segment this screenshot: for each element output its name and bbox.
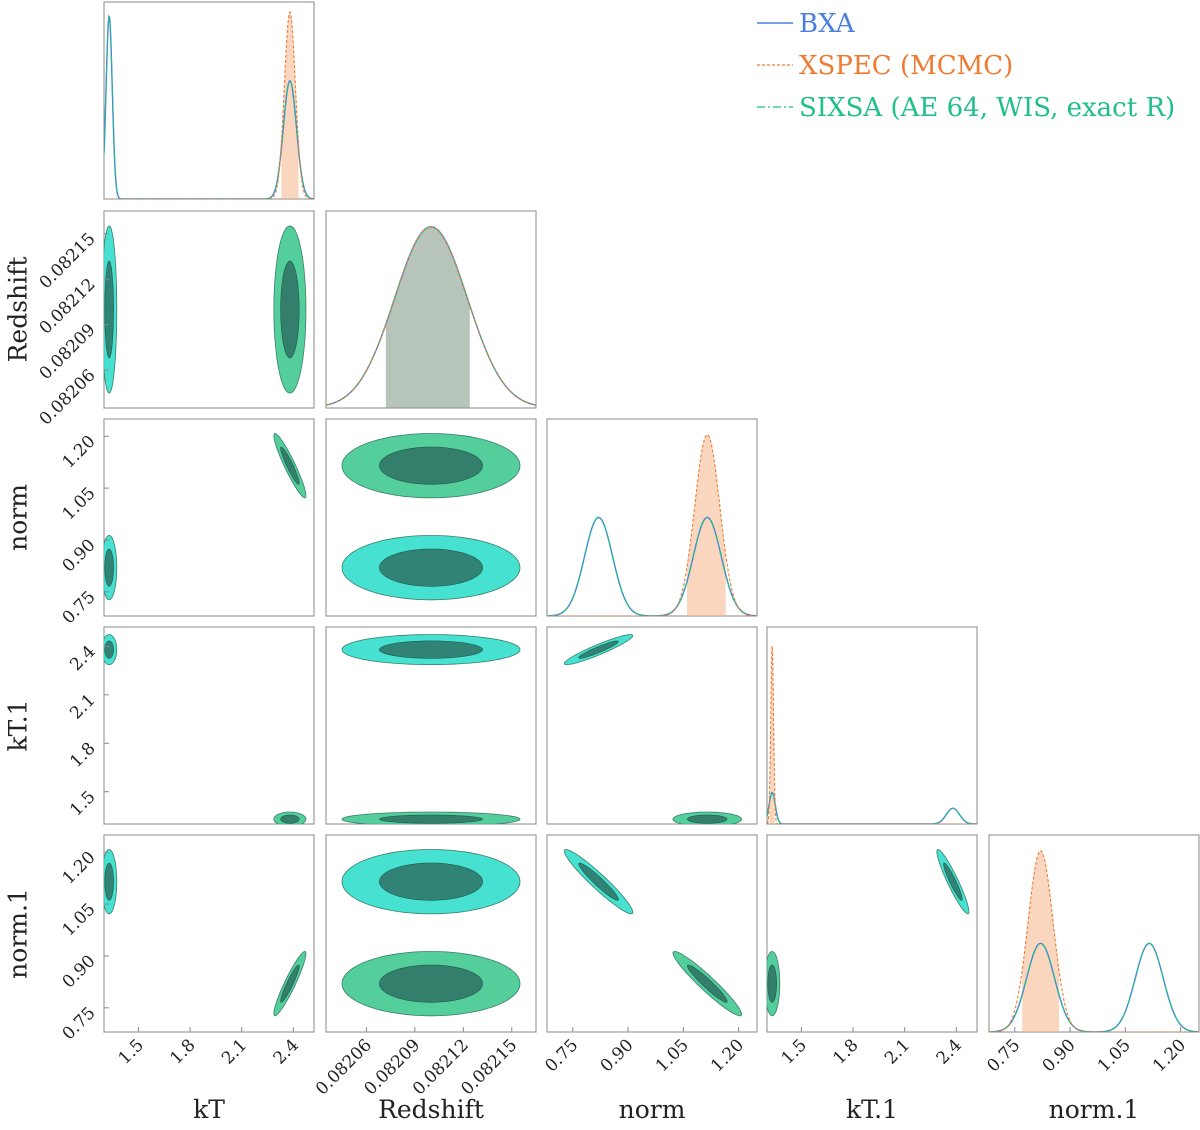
marginal-group-redshift <box>326 226 536 408</box>
x-tick-label-norm-2: 1.05 <box>652 1035 693 1076</box>
sixsa-curve-kt-1 <box>767 791 977 824</box>
x-tick-label-kt-1-0: 1.5 <box>778 1035 811 1068</box>
inner-contour-kt-1-norm-0 <box>578 640 619 659</box>
x-axis-label-norm: norm <box>619 1095 686 1124</box>
x-tick-label-norm-1-2: 1.05 <box>1094 1035 1135 1076</box>
xspec-curve-kt <box>104 11 314 199</box>
y-tick-label-norm-2: 1.05 <box>59 484 100 525</box>
y-tick-label-norm-1: 0.90 <box>59 535 100 576</box>
legend-label-sixsa: SIXSA (AE 64, WIS, exact R) <box>799 93 1175 123</box>
inner-contour-redshift-kt-1 <box>280 260 300 359</box>
contour-group-norm-1-vs-kt <box>104 849 307 1017</box>
inner-contour-kt-1-redshift-1 <box>379 814 483 824</box>
legend: BXA XSPEC (MCMC) SIXSA (AE 64, WIS, exac… <box>757 9 1175 123</box>
x-tick-label-norm-1-1: 0.90 <box>1039 1035 1080 1076</box>
x-axis-label-kt: kT <box>193 1095 225 1124</box>
inner-contour-kt-1-norm-1 <box>687 814 728 824</box>
contour-group-kt-1-vs-norm <box>563 634 743 824</box>
y-tick-label-norm-3: 1.20 <box>59 432 100 473</box>
inner-contour-norm-kt-1 <box>280 446 300 485</box>
inner-contour-redshift-kt-0 <box>104 260 114 359</box>
marginal-group-kt <box>104 11 314 199</box>
contour-group-kt-1-vs-kt <box>104 634 307 824</box>
x-axis-label-redshift: Redshift <box>378 1095 484 1124</box>
contour-panel-kt-1-vs-kt <box>103 626 315 825</box>
y-axis-label-norm: norm <box>4 484 33 551</box>
y-axis-label-kt-1: kT.1 <box>4 699 33 751</box>
contour-group-norm-1-vs-redshift <box>341 849 521 1017</box>
contour-group-kt-1-vs-redshift <box>341 634 521 824</box>
x-axis-label-kt-1: kT.1 <box>846 1095 898 1124</box>
inner-contour-norm-1-kt-1-1 <box>943 862 963 901</box>
xspec-curve-norm <box>547 434 757 616</box>
y-tick-label-norm-1-2: 1.05 <box>59 900 100 941</box>
inner-contour-kt-1-kt-1 <box>280 814 300 824</box>
marginal-group-norm-1 <box>989 850 1199 1032</box>
sixsa-curve-norm-1 <box>989 942 1199 1032</box>
inner-contour-norm-1-norm-0 <box>578 862 619 901</box>
marginal-group-kt-1 <box>767 642 977 824</box>
inner-contour-norm-1-redshift-0 <box>379 862 483 901</box>
inner-contour-norm-1-kt-0 <box>104 862 114 901</box>
marginal-group-norm <box>547 434 757 616</box>
inner-contour-norm-kt-0 <box>104 548 114 587</box>
inner-contour-norm-1-kt-1 <box>280 964 300 1003</box>
credible-interval-norm <box>687 434 726 616</box>
x-tick-label-norm-1: 0.90 <box>597 1035 638 1076</box>
x-tick-label-norm-1-0: 0.75 <box>983 1035 1024 1076</box>
y-axis-label-norm-1: norm.1 <box>4 888 33 979</box>
y-tick-label-kt-1-2: 2.1 <box>66 690 99 723</box>
x-tick-label-norm-3: 1.20 <box>707 1035 748 1076</box>
x-tick-label-kt-2: 2.1 <box>218 1035 251 1068</box>
credible-interval-kt-1 <box>769 642 775 824</box>
marginal-panel-kt-1 <box>766 626 978 825</box>
xspec-curve-redshift <box>326 226 536 406</box>
inner-contour-kt-1-redshift-0 <box>379 640 483 659</box>
contour-group-norm-1-vs-norm <box>563 849 743 1017</box>
axis-labels-layer: kT Redshift norm kT.1 norm.1 Redshift norm kT.1… <box>4 257 1140 1124</box>
inner-contour-norm-redshift-0 <box>379 548 483 587</box>
y-tick-label-norm-0: 0.75 <box>59 587 100 628</box>
contour-panel-kt-1-vs-norm <box>546 626 758 825</box>
credible-interval-redshift <box>385 226 470 408</box>
inner-contour-norm-1-redshift-1 <box>379 964 483 1003</box>
y-tick-label-kt-1-0: 1.5 <box>66 787 99 820</box>
contour-panel-norm-vs-kt <box>103 418 315 617</box>
contour-group-redshift-vs-kt <box>104 225 307 394</box>
y-tick-label-norm-1-3: 1.20 <box>59 848 100 889</box>
contour-group-norm-vs-kt <box>104 433 307 601</box>
inner-contour-norm-1-norm-1 <box>687 964 728 1003</box>
contour-group-norm-1-vs-kt-1 <box>767 849 970 1017</box>
y-tick-label-kt-1-1: 1.8 <box>66 739 99 772</box>
x-tick-label-norm-1-3: 1.20 <box>1149 1035 1190 1076</box>
x-axis-label-norm-1: norm.1 <box>1049 1095 1140 1124</box>
panels-layer <box>103 1 1200 1033</box>
legend-label-xspec: XSPEC (MCMC) <box>799 51 1013 81</box>
y-tick-label-norm-1-0: 0.75 <box>59 1003 100 1044</box>
credible-interval-kt <box>281 11 299 199</box>
x-tick-label-kt-0: 1.5 <box>115 1035 148 1068</box>
inner-contour-norm-1-kt-1-0 <box>767 964 777 1003</box>
xspec-curve-norm-1 <box>989 850 1199 1032</box>
x-tick-label-kt-1-2: 2.1 <box>881 1035 914 1068</box>
contour-group-norm-vs-redshift <box>341 433 521 601</box>
inner-contour-kt-1-kt-0 <box>104 640 114 659</box>
x-tick-label-kt-1-1: 1.8 <box>829 1035 862 1068</box>
legend-label-bxa: BXA <box>799 9 856 39</box>
x-tick-label-kt-3: 2.4 <box>270 1035 303 1068</box>
y-axis-label-redshift: Redshift <box>4 257 33 363</box>
x-tick-label-norm-0: 0.75 <box>541 1035 582 1076</box>
inner-contour-norm-redshift-1 <box>379 446 483 485</box>
y-tick-label-norm-1-1: 0.90 <box>59 951 100 992</box>
x-tick-label-kt-1: 1.8 <box>166 1035 199 1068</box>
sixsa-curve-kt <box>104 14 314 199</box>
y-tick-label-kt-1-3: 2.4 <box>66 642 99 675</box>
x-tick-label-kt-1-3: 2.4 <box>933 1035 966 1068</box>
